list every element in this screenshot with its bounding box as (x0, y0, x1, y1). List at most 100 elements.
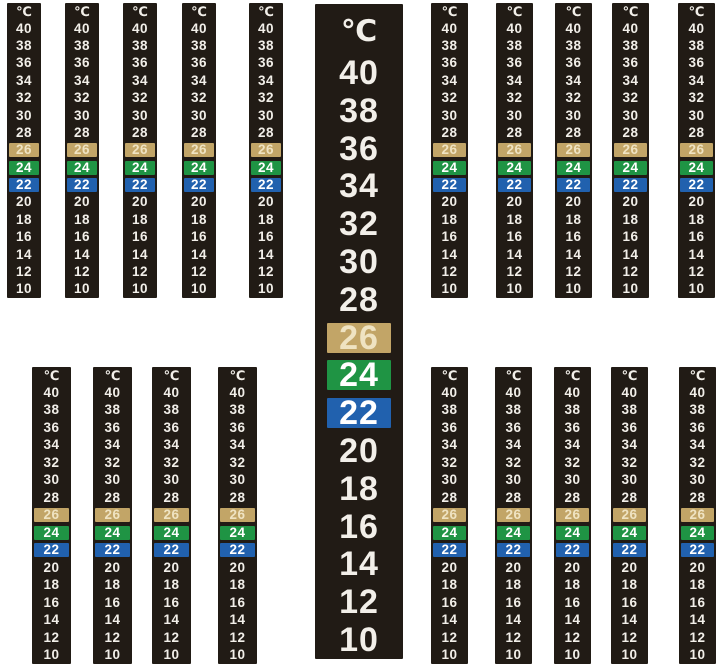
temp-value-40: 40 (564, 384, 581, 400)
temp-value-30: 30 (565, 107, 582, 123)
temp-value-18: 18 (229, 577, 246, 593)
temp-value-18: 18 (73, 211, 91, 227)
temp-value-highlight-22: 22 (95, 543, 130, 558)
temp-cell-28: 28 (678, 124, 715, 141)
temp-value-14: 14 (689, 612, 706, 628)
temp-value-28: 28 (689, 489, 706, 505)
temp-value-12: 12 (505, 629, 522, 645)
temp-value-highlight-26: 26 (220, 508, 255, 523)
temp-value-34: 34 (339, 167, 379, 206)
temp-value-highlight-22: 22 (154, 543, 189, 558)
thermometer-strip-top-right-2: ℃ 40 38 36 34 32 30 28 26 24 22 20 18 16 14 12 10 (496, 3, 533, 298)
temp-value-28: 28 (104, 489, 121, 505)
temp-value-34: 34 (441, 72, 458, 88)
temp-value-14: 14 (564, 612, 581, 628)
temp-cell-40: 40 (218, 384, 257, 402)
temp-value-16: 16 (163, 594, 180, 610)
temp-value-30: 30 (441, 472, 458, 488)
temp-cell-20: 20 (182, 194, 216, 211)
temp-value-highlight-22: 22 (433, 178, 466, 193)
temp-cell-20: 20 (554, 559, 591, 577)
temp-cell-26: 26 (495, 507, 532, 525)
temp-cell-26: 26 (611, 507, 648, 525)
temp-value-highlight-24: 24 (613, 525, 646, 540)
temp-value-34: 34 (622, 72, 639, 88)
temp-cell-32: 32 (431, 90, 468, 107)
temp-value-18: 18 (688, 211, 705, 227)
temp-cell-14: 14 (611, 612, 648, 630)
temp-value-highlight-22: 22 (680, 178, 713, 193)
temp-cell-36: 36 (123, 55, 157, 72)
temp-value-12: 12 (441, 263, 458, 279)
temp-cell-18: 18 (431, 577, 468, 595)
temp-cell-12: 12 (611, 629, 648, 647)
temp-cell-34: 34 (431, 72, 468, 89)
temp-cell-40: 40 (431, 384, 468, 402)
celsius-unit-label: ℃ (688, 5, 705, 20)
temp-value-16: 16 (622, 229, 639, 245)
temp-cell-40: 40 (554, 384, 591, 402)
temp-cell-16: 16 (93, 594, 132, 612)
thermometer-strip-bottom-left-1: ℃ 40 38 36 34 32 30 28 26 24 22 20 18 16 14 12 10 (32, 367, 71, 664)
thermometer-strip-top-right-3: ℃ 40 38 36 34 32 30 28 26 24 22 20 18 16 14 12 10 (555, 3, 592, 298)
temp-value-highlight-24: 24 (9, 160, 39, 175)
temp-cell-18: 18 (218, 577, 257, 595)
temp-cell-12: 12 (554, 629, 591, 647)
temp-cell-20: 20 (431, 194, 468, 211)
temp-cell-12: 12 (182, 263, 216, 280)
temp-cell-10: 10 (182, 281, 216, 298)
temp-cell-30: 30 (182, 107, 216, 124)
temp-value-10: 10 (257, 281, 275, 297)
thermometer-strip-bottom-left-4: ℃ 40 38 36 34 32 30 28 26 24 22 20 18 16 14 12 10 (218, 367, 257, 664)
temp-cell-12: 12 (123, 263, 157, 280)
temp-value-38: 38 (43, 402, 60, 418)
temp-value-12: 12 (688, 263, 705, 279)
temp-value-28: 28 (565, 124, 582, 140)
temp-cell-30: 30 (65, 107, 99, 124)
temp-value-28: 28 (441, 124, 458, 140)
temp-value-28: 28 (339, 280, 379, 319)
temp-cell-36: 36 (93, 419, 132, 437)
temp-value-38: 38 (505, 402, 522, 418)
temp-cell-18: 18 (554, 577, 591, 595)
temp-value-12: 12 (15, 263, 33, 279)
temp-cell-20: 20 (555, 194, 592, 211)
temp-value-20: 20 (15, 194, 33, 210)
temp-value-18: 18 (621, 577, 638, 593)
temp-value-28: 28 (564, 489, 581, 505)
temp-value-34: 34 (131, 72, 149, 88)
temp-value-highlight-26: 26 (125, 143, 155, 158)
temp-cell-20: 20 (218, 559, 257, 577)
temp-value-28: 28 (257, 124, 275, 140)
temp-value-16: 16 (565, 229, 582, 245)
celsius-unit-label: ℃ (622, 5, 639, 20)
temp-cell-12: 12 (315, 583, 403, 621)
temp-cell-40: 40 (555, 20, 592, 37)
temp-cell-32: 32 (678, 90, 715, 107)
temp-value-12: 12 (564, 629, 581, 645)
temp-cell-22: 22 (611, 542, 648, 560)
temp-value-10: 10 (689, 647, 706, 663)
temp-value-highlight-24: 24 (681, 525, 714, 540)
temp-value-12: 12 (43, 629, 60, 645)
temp-cell-36: 36 (315, 130, 403, 168)
temp-cell-34: 34 (218, 437, 257, 455)
temp-cell-34: 34 (679, 437, 716, 455)
temp-value-highlight-22: 22 (613, 543, 646, 558)
temp-value-12: 12 (104, 629, 121, 645)
temp-cell-22: 22 (123, 176, 157, 193)
temp-cell-12: 12 (495, 629, 532, 647)
temp-value-highlight-24: 24 (433, 160, 466, 175)
temp-value-18: 18 (190, 211, 208, 227)
temp-value-28: 28 (441, 489, 458, 505)
temp-value-36: 36 (43, 419, 60, 435)
temp-value-32: 32 (104, 454, 121, 470)
temp-cell-26: 26 (555, 142, 592, 159)
temp-value-14: 14 (622, 246, 639, 262)
temp-cell-40: 40 (32, 384, 71, 402)
temp-cell-14: 14 (152, 612, 191, 630)
temp-cell-32: 32 (496, 90, 533, 107)
temp-value-34: 34 (565, 72, 582, 88)
celsius-unit-label: ℃ (441, 5, 458, 20)
